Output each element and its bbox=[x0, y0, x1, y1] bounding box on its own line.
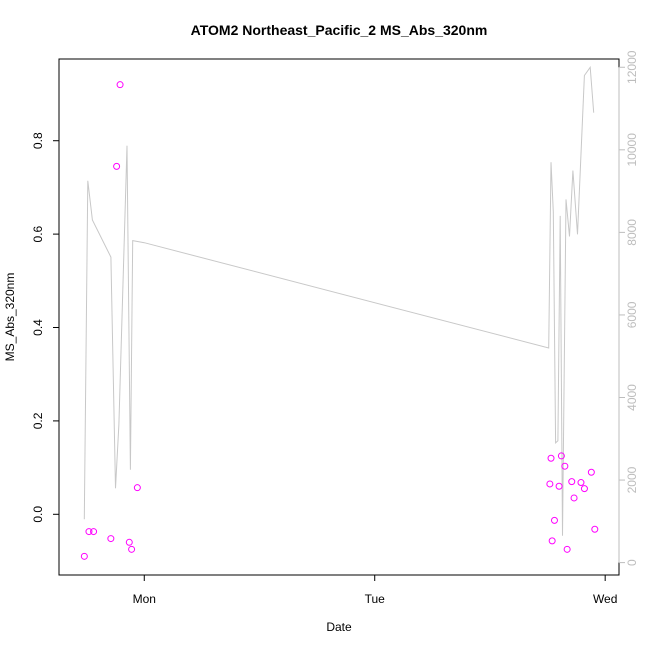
y-right-tick-label: 6000 bbox=[625, 301, 639, 328]
y-right-tick-label: 0 bbox=[625, 559, 639, 566]
x-tick-label: Wed bbox=[593, 592, 617, 606]
data-point bbox=[570, 494, 578, 502]
y-left-tick-label: 0.2 bbox=[31, 412, 45, 429]
data-point bbox=[90, 528, 98, 536]
chart-title: ATOM2 Northeast_Pacific_2 MS_Abs_320nm bbox=[191, 22, 488, 38]
data-point bbox=[591, 525, 599, 533]
data-point bbox=[128, 545, 136, 553]
data-point bbox=[85, 528, 93, 536]
concentration-line bbox=[83, 65, 595, 536]
data-point bbox=[107, 535, 115, 543]
y-axis-left: 0.0 0.2 0.4 0.6 0.8 bbox=[31, 132, 60, 523]
y-right-tick-label: 2000 bbox=[625, 466, 639, 493]
data-point bbox=[577, 479, 585, 487]
x-tick-label: Tue bbox=[365, 592, 386, 606]
x-tick-label: Mon bbox=[133, 592, 156, 606]
data-point bbox=[547, 454, 555, 462]
y-left-tick-label: 0.4 bbox=[31, 319, 45, 336]
data-point bbox=[113, 162, 121, 170]
data-point bbox=[563, 545, 571, 553]
data-point bbox=[548, 537, 556, 545]
y-right-tick-label: 4000 bbox=[625, 384, 639, 411]
data-point bbox=[546, 480, 554, 488]
y-axis-label: MS_Abs_320nm bbox=[3, 273, 17, 362]
series-line bbox=[83, 65, 595, 536]
y-right-tick-label: 10000 bbox=[625, 133, 639, 167]
data-point bbox=[568, 478, 576, 486]
x-axis: Mon Tue Wed bbox=[133, 574, 617, 606]
data-point bbox=[557, 452, 565, 460]
data-point bbox=[550, 516, 558, 524]
data-point bbox=[133, 484, 141, 492]
y-left-tick-label: 0.0 bbox=[31, 506, 45, 523]
absorbance-points bbox=[80, 81, 599, 560]
data-point bbox=[580, 485, 588, 493]
data-point bbox=[116, 81, 124, 89]
y-left-tick-label: 0.6 bbox=[31, 225, 45, 242]
y-left-tick-label: 0.8 bbox=[31, 132, 45, 149]
plot-frame bbox=[58, 58, 620, 576]
data-point bbox=[125, 538, 133, 546]
data-point bbox=[555, 482, 563, 490]
data-point bbox=[80, 552, 88, 560]
x-axis-label: Date bbox=[326, 620, 352, 634]
y-right-tick-label: 8000 bbox=[625, 219, 639, 246]
y-right-tick-label: 12000 bbox=[625, 50, 639, 84]
y-axis-right: 0 2000 4000 6000 8000 10000 12000 bbox=[618, 50, 639, 566]
data-point bbox=[587, 468, 595, 476]
data-point bbox=[561, 462, 569, 470]
